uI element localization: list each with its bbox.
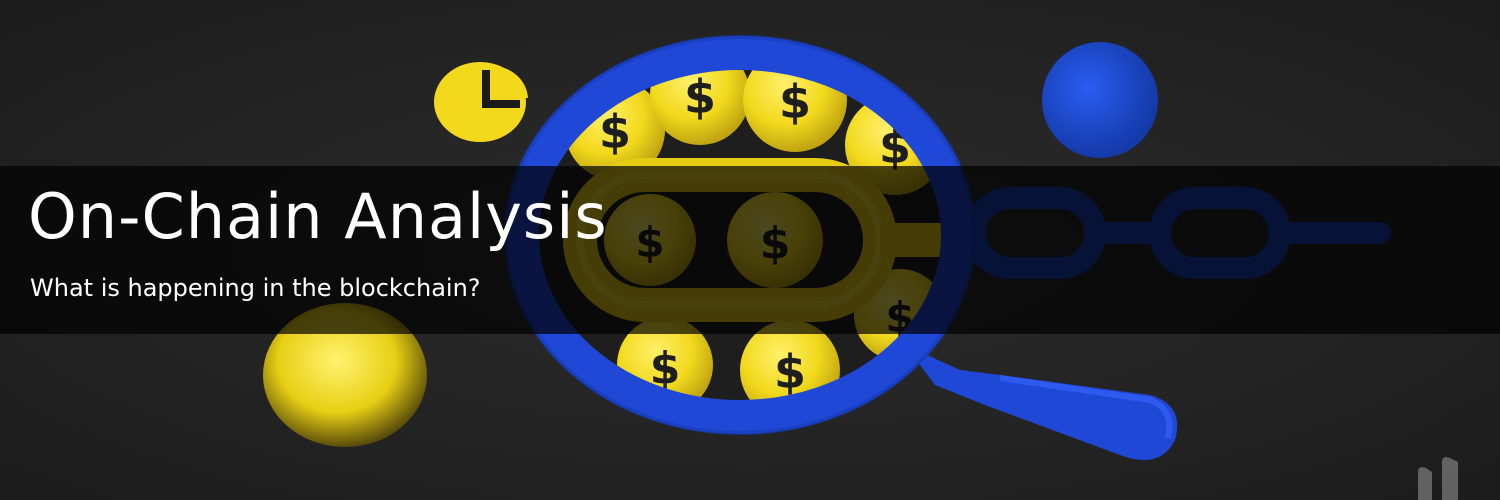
magnifying-glass-handle [905,345,1178,460]
title-overlay-bar [0,166,1500,334]
large-coin-icon [263,303,427,447]
svg-text:$: $ [779,75,811,129]
svg-text:$: $ [599,105,631,159]
blue-orb-icon [1042,42,1158,158]
page-subtitle: What is happening in the blockchain? [30,274,481,302]
svg-text:$: $ [774,345,806,399]
pie-chart-icon [434,62,528,142]
page-title: On-Chain Analysis [28,180,608,253]
svg-text:$: $ [684,70,716,124]
watermark-logo [1418,457,1458,500]
